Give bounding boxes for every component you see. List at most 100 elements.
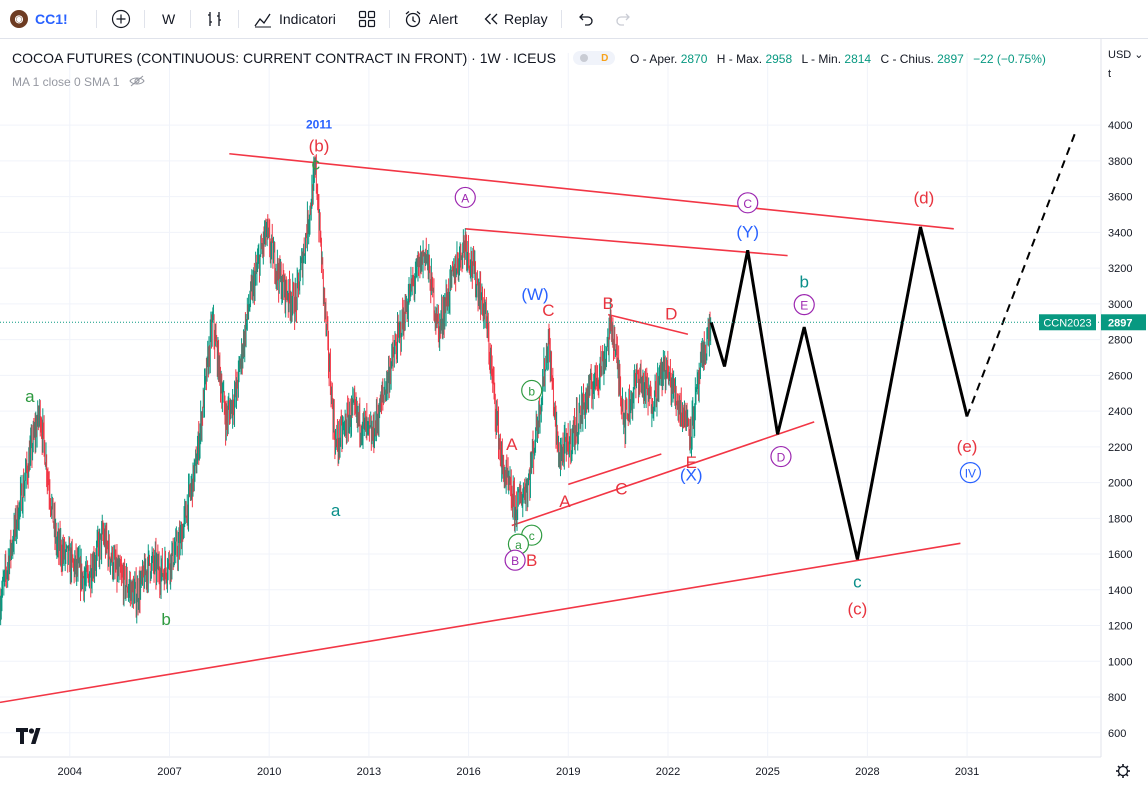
wave-label-text: C [542,301,554,320]
toolbar-divider [561,10,562,28]
wave-label: c [311,154,320,173]
price-tick-label: 3800 [1108,156,1132,168]
forecast-dashed-line [966,128,1078,417]
price-tick-label: 3200 [1108,263,1132,275]
replay-button[interactable]: Replay [481,0,548,38]
forecast-line [709,226,969,560]
replay-label: Replay [504,11,548,27]
low-label: L - Min. [801,52,842,66]
wave-label-text: B [526,551,537,570]
symbol-logo-icon: ◉ [10,10,28,28]
wave-label: (e) [957,437,978,456]
wave-label: A [559,492,571,511]
trendline [465,228,788,257]
symbol-button[interactable]: ◉ CC1! [10,0,68,38]
alert-button[interactable]: Alert [403,0,458,38]
wave-label: E [686,453,697,472]
wave-label-text: (X) [680,465,703,484]
delayed-badge: D [601,52,609,64]
redo-button[interactable] [613,0,633,38]
settings-gear-icon[interactable] [1116,764,1130,778]
alarm-clock-icon [405,11,421,28]
indicator-label: MA 1 close 0 SMA 1 [12,75,120,89]
tradingview-logo [16,728,46,749]
wave-label: C [615,480,627,499]
price-tick-label: 1600 [1108,549,1132,561]
trendline [568,453,662,486]
redo-icon [616,13,630,26]
chart-type-button[interactable] [205,0,225,38]
axes: USD ⌄ t 600 800 1000 1200 1400 1600 1800 2000 2200… [0,39,1148,787]
wave-label-circle [959,462,981,484]
time-tick-label: 2019 [556,766,580,778]
compare-add-button[interactable] [111,0,131,38]
price-tick-label: 1800 [1108,513,1132,525]
indicator-legend[interactable]: MA 1 close 0 SMA 1 [12,75,145,89]
time-tick-label: 2004 [58,766,82,778]
templates-button[interactable] [358,0,376,38]
time-tick-label: 2022 [656,766,680,778]
wave-label-text: E [686,453,697,472]
price-tick-label: 600 [1108,728,1126,740]
interval-label: W [162,11,176,27]
symbol-tag-label: CCN2023 [1043,317,1091,329]
toolbar-divider [96,10,97,28]
gear-tooth [1125,765,1129,769]
price-tick-label: 2400 [1108,406,1132,418]
time-tick-label: 2028 [855,766,879,778]
wave-label: (X) [680,465,703,484]
legend-badge[interactable]: D [573,51,615,65]
wave-label-text: (c) [847,599,867,618]
wave-label-text: (e) [957,437,978,456]
indicators-button[interactable]: Indicatori [253,0,336,38]
price-tick-label: 2200 [1108,442,1132,454]
wave-label-text: A [506,435,518,454]
undo-button[interactable] [576,0,596,38]
toolbar-divider [144,10,145,28]
trendline [511,421,815,527]
price-axis-panel [1101,39,1148,787]
open-value: 2870 [680,52,708,66]
rewind-icon [484,13,498,25]
wave-label-text: B [511,554,519,568]
wave-label-text: IV [965,467,976,481]
eye-hidden-icon[interactable] [129,75,145,87]
chart-title: COCOA FUTURES (CONTINUOUS: CURRENT CONTR… [12,50,556,66]
plus-circle-icon [111,9,131,29]
wave-label-text: A [559,492,571,511]
wave-label-text: 2011 [306,117,332,131]
price-tick-label: 3000 [1108,299,1132,311]
wave-label: b [161,610,170,629]
wave-label: IV [959,462,981,484]
wave-label: (d) [913,188,934,207]
price-tick-label: 2600 [1108,370,1132,382]
wave-label-text: D [777,451,786,465]
time-tick-label: 2013 [357,766,381,778]
close-label: C - Chius. [880,52,934,66]
high-value: 2958 [765,52,793,66]
wave-label: B [526,551,537,570]
time-tick-label: 2010 [257,766,281,778]
wave-label: (Y) [736,222,759,241]
price-tick-label: 2800 [1108,335,1132,347]
ohlc-readout: O - Aper. 2870 H - Max. 2958 L - Min. 28… [630,52,1052,66]
wave-label: a [331,501,341,520]
wave-label: B [504,549,526,571]
indicators-label: Indicatori [279,11,336,27]
interval-button[interactable]: W [162,0,175,38]
wave-label: C [542,301,554,320]
grid [0,53,1100,756]
price-tick-label: 3400 [1108,227,1132,239]
undo-icon [579,13,593,26]
open-label: O - Aper. [630,52,678,66]
toolbar-divider [238,10,239,28]
wave-label-text: c [853,573,862,592]
indicators-icon [254,13,271,28]
gear-tooth [1125,773,1129,777]
currency-label: USD ⌄ [1108,49,1144,61]
wave-label: A [454,186,476,209]
wave-label: b [521,379,543,402]
price-tick-label: 3600 [1108,192,1132,204]
